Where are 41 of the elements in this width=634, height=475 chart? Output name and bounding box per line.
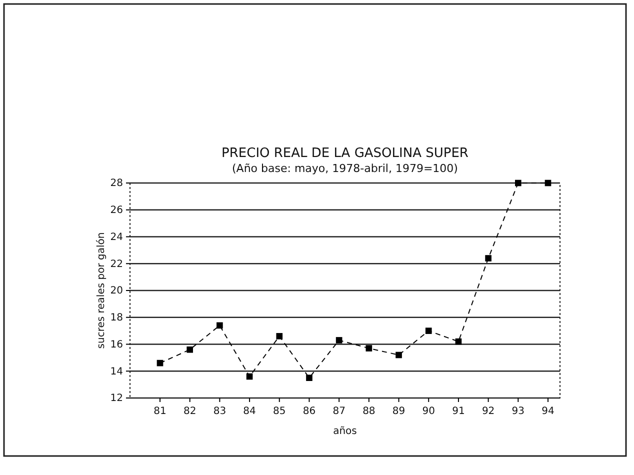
y-tick-label: 22 [110, 258, 123, 270]
chart-subtitle: (Año base: mayo, 1978-abril, 1979=100) [232, 162, 458, 175]
point [514, 180, 522, 186]
x-tick-label: 89 [392, 406, 406, 417]
x-tick-label: 94 [542, 406, 554, 417]
x-tick-label: 91 [452, 406, 465, 417]
x-tick-label: 84 [243, 406, 256, 417]
y-tick-label: 24 [110, 232, 123, 243]
y-tick-label: 12 [110, 393, 123, 404]
x-tick-label: 93 [512, 406, 525, 417]
point [306, 374, 312, 382]
x-tick-label: 86 [302, 406, 316, 417]
y-tick-label: 20 [110, 286, 123, 297]
point [276, 333, 283, 340]
point [246, 373, 253, 380]
x-tick-label: 92 [482, 406, 495, 417]
point [156, 360, 164, 366]
x-tick-label: 82 [183, 406, 196, 417]
x-tick-label: 85 [273, 406, 286, 417]
y-axis-title: sucres reales por galón [96, 232, 107, 349]
y-tick-label: 16 [110, 339, 123, 350]
point [544, 180, 552, 186]
x-tick-label: 88 [362, 406, 376, 417]
point [425, 328, 432, 334]
point [455, 338, 462, 345]
x-tick-label: 83 [213, 406, 226, 417]
point [336, 337, 342, 344]
point [485, 255, 492, 262]
point [216, 322, 223, 329]
x-tick-label: 81 [154, 406, 166, 417]
chart-title: PRECIO REAL DE LA GASOLINA SUPER [222, 146, 468, 161]
point [186, 346, 194, 353]
point [366, 345, 372, 352]
x-tick-label: 90 [422, 406, 435, 417]
y-tick-label: 26 [110, 205, 123, 216]
y-tick-label: 18 [110, 312, 123, 324]
x-tick-label: 87 [332, 406, 346, 417]
x-axis-title: años [333, 426, 357, 437]
y-tick-label: 14 [110, 366, 123, 378]
point [396, 352, 402, 358]
y-tick-label: 28 [110, 178, 123, 190]
